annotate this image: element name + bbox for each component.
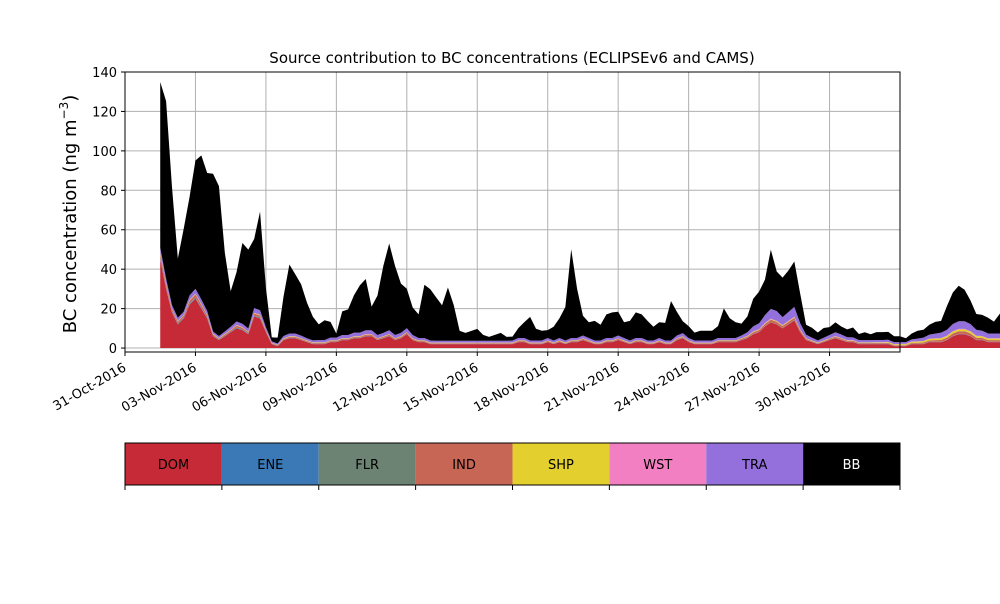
legend-colorbar: DOM ENE FLR IND SHP WST TRA BB (124, 442, 901, 490)
x-tick-label: 12-Nov-2016 (331, 360, 411, 415)
legend-label-wst: WST (643, 458, 672, 473)
x-tick-label: 06-Nov-2016 (190, 360, 270, 415)
plot-frame (124, 71, 901, 353)
legend-label-dom: DOM (158, 458, 189, 473)
y-tick-label: 120 (92, 105, 117, 120)
chart-title: Source contribution to BC concentrations… (269, 49, 754, 67)
legend-label-ind: IND (452, 458, 476, 473)
legend-swatch-shp (512, 443, 610, 485)
grid-lines (124, 71, 900, 352)
legend-label-flr: FLR (355, 458, 379, 473)
y-axis-label: BC concentration (ng m−3) (57, 95, 81, 334)
x-axis-ticks: 31-Oct-201603-Nov-201606-Nov-201609-Nov-… (51, 352, 834, 415)
area-series-dom (160, 259, 1000, 349)
legend-swatch-ind (415, 443, 513, 485)
legend-swatch-wst (609, 443, 707, 485)
y-tick-label: 60 (100, 224, 117, 239)
legend-label-bb: BB (843, 458, 861, 473)
legend-label-ene: ENE (257, 458, 283, 473)
x-tick-label: 18-Nov-2016 (471, 360, 551, 415)
legend-label-tra: TRA (741, 458, 767, 473)
legend-swatch-bb (803, 443, 900, 485)
x-tick-label: 21-Nov-2016 (542, 360, 622, 415)
x-tick-label: 27-Nov-2016 (683, 360, 763, 415)
x-tick-label: 30-Nov-2016 (753, 360, 833, 415)
y-tick-label: 40 (100, 263, 117, 278)
y-axis-ticks: 0 20 40 60 80 100 120 140 (92, 66, 125, 357)
legend-swatch-flr (318, 443, 416, 485)
x-tick-label: 24-Nov-2016 (612, 360, 692, 415)
x-tick-label: 31-Oct-2016 (51, 360, 129, 414)
area-series-bb (160, 82, 1000, 344)
legend-label-shp: SHP (548, 458, 574, 473)
stacked-areas (160, 82, 1000, 349)
legend-swatch-tra (706, 443, 804, 485)
y-tick-label: 80 (100, 184, 117, 199)
y-tick-label: 100 (92, 145, 117, 160)
legend-swatch-dom (125, 443, 222, 485)
y-tick-label: 140 (92, 66, 117, 81)
area-series-ind (160, 253, 1000, 346)
legend-swatch-ene (221, 443, 319, 485)
x-tick-label: 03-Nov-2016 (119, 360, 199, 415)
x-tick-label: 09-Nov-2016 (260, 360, 340, 415)
y-tick-label: 20 (100, 303, 117, 318)
y-tick-label: 0 (109, 342, 117, 357)
x-tick-label: 15-Nov-2016 (401, 360, 481, 415)
